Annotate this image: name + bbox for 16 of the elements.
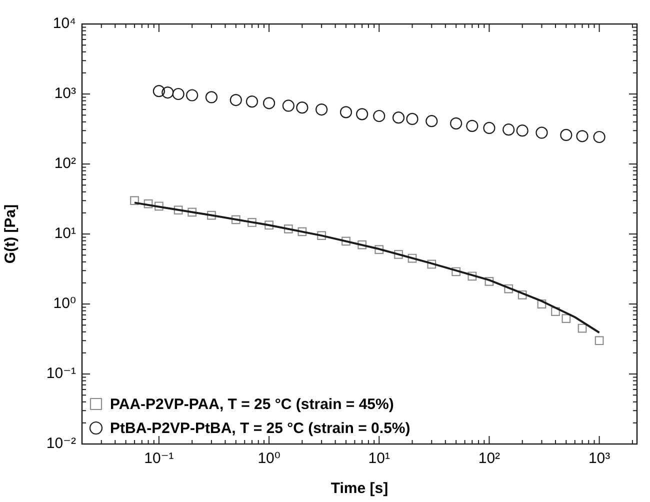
x-tick-label: 10³ [588,450,610,468]
y-axis-title: G(t) [Pa] [2,204,20,264]
y-tick-label: 10⁰ [53,295,76,312]
x-axis-title: Time [s] [330,480,388,498]
legend-label: PAA-P2VP-PAA, T = 25 °C (strain = 45%) [110,396,394,414]
y-tick-label: 10⁻² [46,435,76,452]
x-tick-label: 10⁰ [258,450,280,468]
legend-label: PtBA-P2VP-PtBA, T = 25 °C (strain = 0.5%) [110,420,410,438]
y-tick-label: 10³ [54,85,76,102]
y-tick-label: 10⁴ [52,15,76,32]
x-tick-label: 10⁻¹ [144,450,174,468]
x-tick-label: 10² [478,450,500,468]
x-tick-label: 10¹ [368,450,390,468]
y-tick-label: 10¹ [54,225,76,242]
y-tick-label: 10² [54,155,76,172]
y-tick-label: 10⁻¹ [46,365,76,382]
